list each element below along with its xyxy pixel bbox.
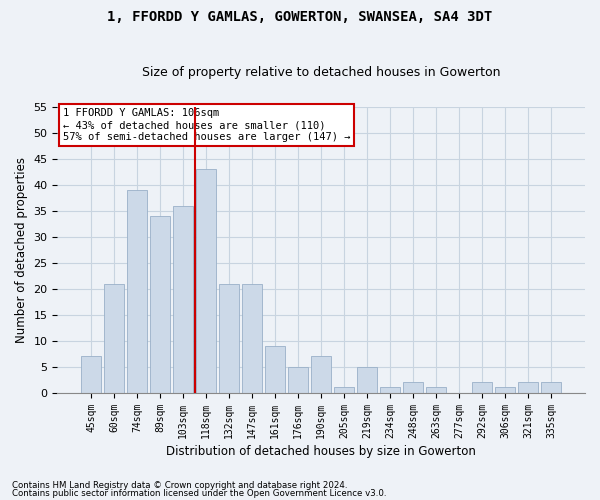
Bar [196,170,216,392]
Bar [496,388,515,392]
Bar [358,366,377,392]
Y-axis label: Number of detached properties: Number of detached properties [15,157,28,343]
Text: 1 FFORDD Y GAMLAS: 106sqm
← 43% of detached houses are smaller (110)
57% of semi: 1 FFORDD Y GAMLAS: 106sqm ← 43% of detac… [62,108,350,142]
Bar [173,206,193,392]
Bar [380,388,400,392]
Text: Contains public sector information licensed under the Open Government Licence v3: Contains public sector information licen… [12,488,386,498]
Bar [541,382,561,392]
Bar [265,346,285,393]
X-axis label: Distribution of detached houses by size in Gowerton: Distribution of detached houses by size … [166,444,476,458]
Bar [289,366,308,392]
Bar [472,382,492,392]
Text: Contains HM Land Registry data © Crown copyright and database right 2024.: Contains HM Land Registry data © Crown c… [12,481,347,490]
Bar [242,284,262,393]
Bar [104,284,124,393]
Text: 1, FFORDD Y GAMLAS, GOWERTON, SWANSEA, SA4 3DT: 1, FFORDD Y GAMLAS, GOWERTON, SWANSEA, S… [107,10,493,24]
Bar [151,216,170,392]
Bar [82,356,101,393]
Bar [403,382,423,392]
Bar [311,356,331,393]
Bar [427,388,446,392]
Title: Size of property relative to detached houses in Gowerton: Size of property relative to detached ho… [142,66,500,80]
Bar [518,382,538,392]
Bar [127,190,147,392]
Bar [220,284,239,393]
Bar [334,388,354,392]
